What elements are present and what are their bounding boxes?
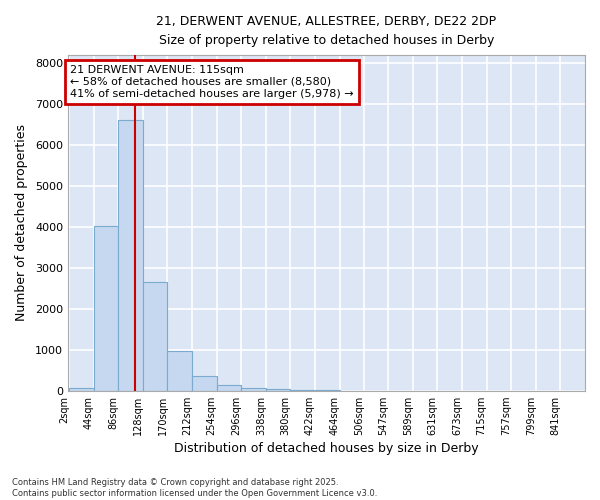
Bar: [192, 376, 217, 390]
Text: 21 DERWENT AVENUE: 115sqm
← 58% of detached houses are smaller (8,580)
41% of se: 21 DERWENT AVENUE: 115sqm ← 58% of detac…: [70, 66, 354, 98]
Bar: [266, 389, 290, 390]
Bar: [118, 120, 143, 390]
Text: Contains HM Land Registry data © Crown copyright and database right 2025.
Contai: Contains HM Land Registry data © Crown c…: [12, 478, 377, 498]
Bar: [217, 385, 241, 390]
Bar: [241, 388, 266, 390]
Bar: [94, 226, 118, 390]
Bar: [167, 351, 192, 391]
Bar: [69, 388, 94, 390]
Title: 21, DERWENT AVENUE, ALLESTREE, DERBY, DE22 2DP
Size of property relative to deta: 21, DERWENT AVENUE, ALLESTREE, DERBY, DE…: [157, 15, 497, 47]
Bar: [143, 282, 167, 391]
Y-axis label: Number of detached properties: Number of detached properties: [15, 124, 28, 322]
X-axis label: Distribution of detached houses by size in Derby: Distribution of detached houses by size …: [174, 442, 479, 455]
